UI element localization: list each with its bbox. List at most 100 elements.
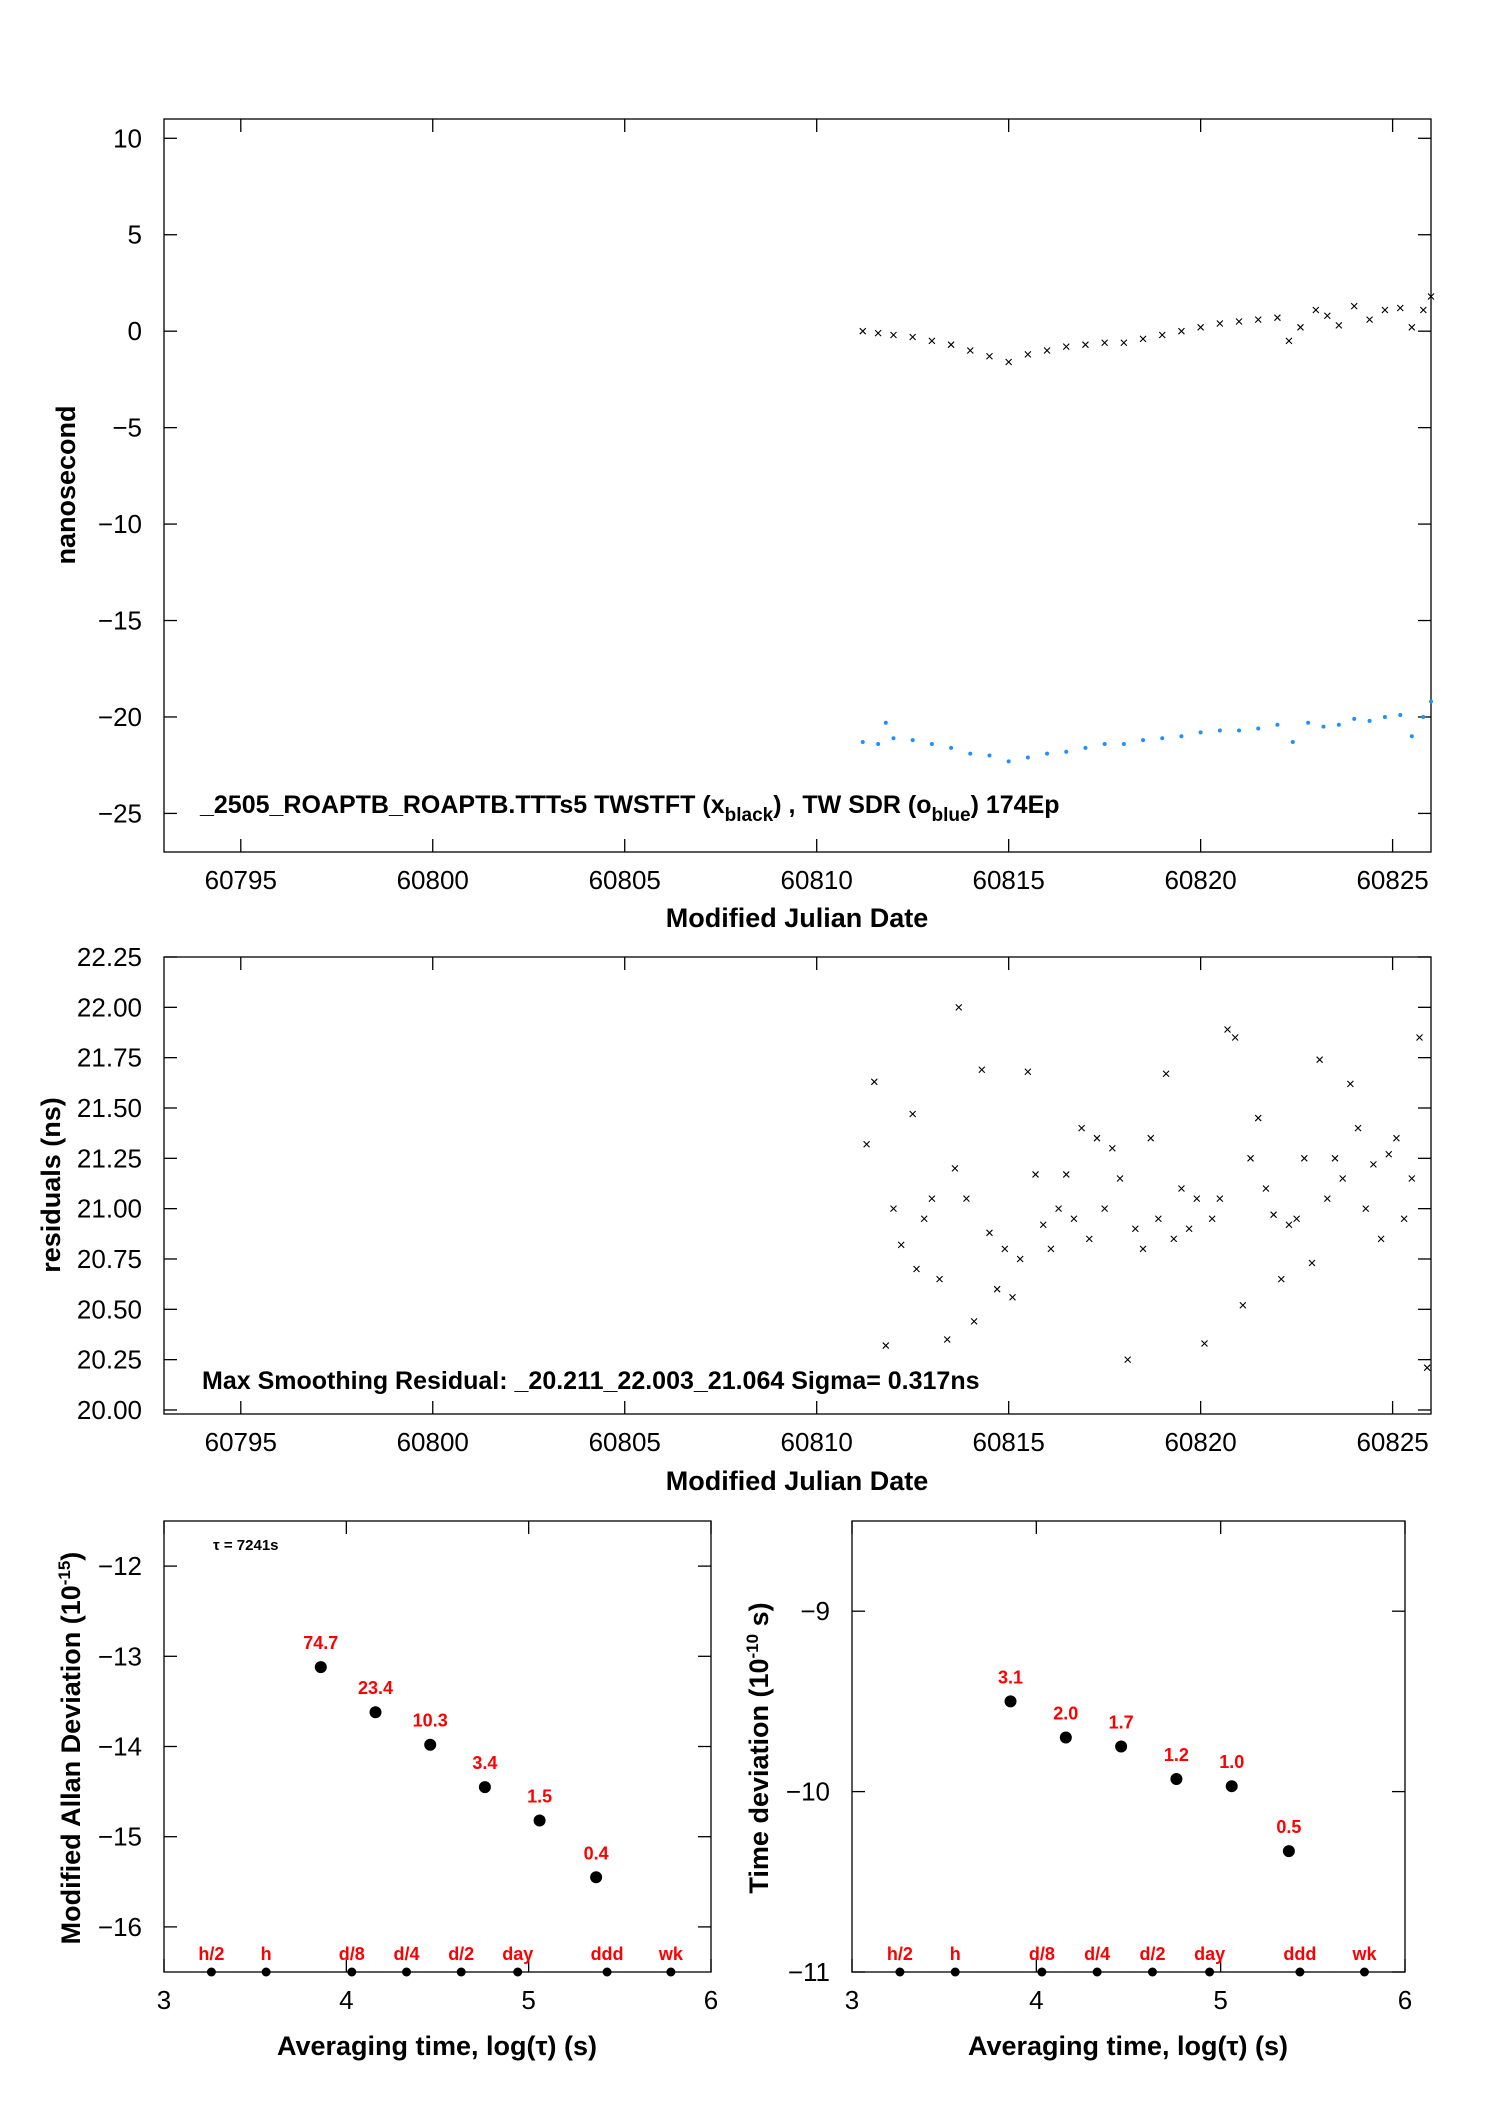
p3-tau-note: τ = 7241s — [213, 1537, 279, 1554]
point-count-label: 74.7 — [303, 1633, 338, 1653]
data-point-x — [1216, 320, 1224, 327]
data-point-dot — [1179, 734, 1184, 739]
data-point-dot — [1429, 699, 1433, 704]
x-tick-label: 4 — [1029, 1985, 1043, 2015]
data-point-x — [1408, 323, 1416, 331]
x-tick-label: 6 — [704, 1985, 718, 2015]
x-tick-label: 60805 — [589, 865, 661, 895]
x-tick-label: 60825 — [1356, 1427, 1428, 1457]
x-tick-label: 60815 — [973, 1427, 1045, 1457]
data-point-x — [1193, 1195, 1201, 1202]
interval-label: wk — [658, 1944, 684, 1964]
data-point-x — [1001, 1245, 1009, 1253]
data-point-dot — [968, 751, 973, 756]
data-point-x — [1178, 1185, 1185, 1192]
point-count-label: 1.2 — [1164, 1745, 1189, 1765]
data-point-x — [1158, 331, 1166, 339]
data-point-x — [1082, 341, 1089, 349]
data-point-dot — [987, 753, 992, 758]
data-point-x — [1350, 302, 1358, 310]
interval-label: day — [1194, 1944, 1225, 1964]
data-point-x — [1055, 1205, 1062, 1213]
p3-frame — [163, 1520, 712, 1973]
y-tick-label: −15 — [98, 606, 142, 636]
data-point-x — [1293, 1215, 1301, 1223]
interval-marker — [206, 1967, 216, 1977]
x-tick-label: 60825 — [1356, 865, 1428, 895]
data-point-x — [1277, 1275, 1285, 1283]
data-point-dot — [1006, 759, 1011, 764]
data-point-x — [966, 347, 974, 354]
data-point-dot — [1121, 741, 1126, 746]
interval-marker — [1092, 1967, 1102, 1977]
data-point-x — [1116, 1175, 1124, 1182]
p1-annotation-mid: ) , TW SDR (o — [773, 791, 931, 819]
p4-ylabel: Time deviation (10-10 s) — [743, 1602, 774, 1893]
interval-marker — [261, 1967, 271, 1977]
data-point-x — [1185, 1225, 1193, 1233]
deviation-point — [590, 1871, 603, 1884]
data-point-dot — [1256, 726, 1261, 731]
interval-label: d/4 — [393, 1944, 419, 1964]
data-point-dot — [876, 741, 881, 746]
data-point-x — [1201, 1340, 1208, 1347]
data-point-x — [1070, 1215, 1078, 1223]
data-point-x — [1120, 339, 1128, 347]
data-point-x — [947, 341, 955, 349]
data-point-x — [1423, 1364, 1431, 1372]
data-point-dot — [1025, 755, 1030, 760]
data-point-x — [1262, 1185, 1270, 1192]
data-point-dot — [883, 720, 888, 725]
data-point-x — [890, 331, 897, 339]
p4-ylabel-end: s) — [744, 1602, 774, 1634]
data-point-x — [1235, 318, 1243, 325]
x-tick-label: 60800 — [397, 1427, 469, 1457]
data-point-x — [1316, 1056, 1324, 1064]
data-point-x — [909, 333, 917, 341]
interval-label: ddd — [591, 1944, 624, 1964]
data-point-dot — [1321, 724, 1326, 729]
data-point-x — [928, 1195, 936, 1202]
interval-marker — [602, 1967, 612, 1977]
x-tick-label: 60805 — [589, 1427, 661, 1457]
x-tick-label: 6 — [1398, 1985, 1412, 2015]
deviation-point — [1170, 1772, 1183, 1785]
tdev-panel: 3 4 5 6 −9 −10 −11 h/2 h d/8 d/4 d/2 day ddd wk 3.1 2.0 1… — [743, 1520, 1412, 2061]
p4-ylabel-main: Time deviation (10 — [744, 1659, 774, 1894]
x-tick-label: 60810 — [781, 1427, 853, 1457]
deviation-point — [1059, 1731, 1072, 1744]
interval-marker — [347, 1967, 357, 1977]
data-point-x — [1139, 1245, 1147, 1253]
point-count-label: 23.4 — [358, 1678, 393, 1698]
data-point-x — [1416, 1034, 1423, 1041]
data-point-x — [1039, 1221, 1047, 1229]
deviation-point — [478, 1781, 491, 1794]
p4-xlabel: Averaging time, log(τ) (s) — [968, 2031, 1288, 2061]
data-point-x — [1381, 306, 1389, 314]
p4-frame — [851, 1520, 1406, 1973]
data-point-x — [1354, 1124, 1362, 1132]
data-point-dot — [891, 736, 896, 741]
data-point-x — [1239, 1301, 1247, 1309]
data-point-x — [986, 352, 993, 360]
data-point-x — [1270, 1211, 1277, 1219]
p1-annotation-suffix: ) 174Ep — [971, 791, 1060, 819]
x-tick-label: 60800 — [397, 865, 469, 895]
data-point-x — [1101, 1205, 1109, 1213]
data-point-x — [1131, 1225, 1139, 1233]
data-point-x — [943, 1336, 951, 1343]
x-tick-label: 4 — [339, 1985, 353, 2015]
data-point-x — [1147, 1134, 1155, 1142]
point-count-label: 3.1 — [998, 1667, 1023, 1687]
data-point-x — [913, 1265, 920, 1273]
point-count-label: 3.4 — [472, 1753, 497, 1773]
x-tick-label: 60820 — [1164, 1427, 1236, 1457]
data-point-dot — [1306, 720, 1311, 725]
p2-annotation: Max Smoothing Residual: _20.211_22.003_2… — [202, 1367, 980, 1395]
p1-annotation-sub2: blue — [932, 805, 971, 826]
data-point-dot — [949, 745, 954, 750]
data-point-x — [1078, 1124, 1086, 1132]
data-point-x — [897, 1241, 905, 1249]
x-tick-label: 60795 — [205, 1427, 277, 1457]
data-point-x — [970, 1318, 978, 1325]
